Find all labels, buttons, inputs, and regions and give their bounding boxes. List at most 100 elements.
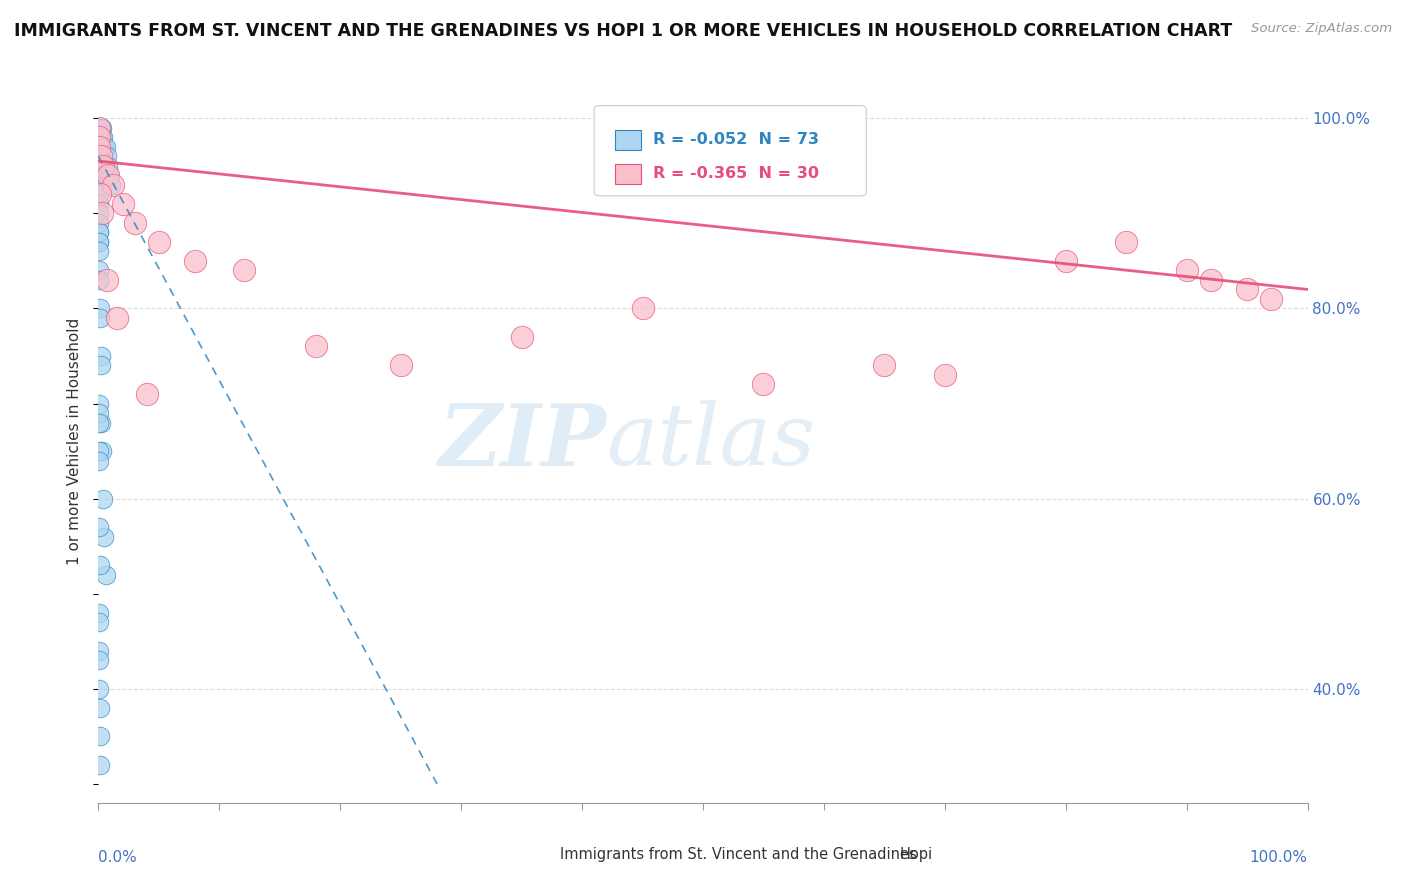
Point xyxy=(89,140,111,154)
Point xyxy=(89,310,111,325)
Point xyxy=(87,130,110,145)
Point xyxy=(97,159,120,173)
Text: ZIP: ZIP xyxy=(439,400,606,483)
Y-axis label: 1 or more Vehicles in Household: 1 or more Vehicles in Household xyxy=(67,318,83,566)
Point xyxy=(91,206,114,220)
Point xyxy=(87,140,110,154)
Point xyxy=(90,149,112,163)
Text: atlas: atlas xyxy=(606,401,815,483)
Point xyxy=(93,140,115,154)
Point xyxy=(89,159,111,173)
Point xyxy=(93,530,115,544)
Point xyxy=(87,643,110,657)
Point xyxy=(87,159,110,173)
Point xyxy=(89,558,111,573)
Point xyxy=(1175,263,1198,277)
Point xyxy=(89,149,111,163)
Point xyxy=(87,169,110,183)
Point xyxy=(873,359,896,373)
Point xyxy=(91,159,114,173)
Point xyxy=(124,216,146,230)
Point xyxy=(87,235,110,249)
Point xyxy=(111,197,134,211)
Point xyxy=(631,301,654,316)
Point xyxy=(87,169,110,183)
Point xyxy=(89,520,111,534)
Point xyxy=(87,453,110,467)
Point xyxy=(89,301,111,316)
Point xyxy=(91,444,114,458)
Point xyxy=(90,120,112,135)
Text: Source: ZipAtlas.com: Source: ZipAtlas.com xyxy=(1251,22,1392,36)
Point xyxy=(87,130,110,145)
Point xyxy=(89,130,111,145)
Point xyxy=(90,130,112,145)
Point xyxy=(87,396,110,410)
Point xyxy=(87,226,110,240)
Point xyxy=(232,263,254,277)
Point xyxy=(148,235,170,249)
Point xyxy=(135,387,157,401)
Point xyxy=(91,130,114,145)
Point xyxy=(87,130,110,145)
Point xyxy=(87,244,110,259)
Point xyxy=(97,169,120,183)
Point xyxy=(87,416,110,430)
Text: R = -0.052  N = 73: R = -0.052 N = 73 xyxy=(654,132,820,147)
Point xyxy=(98,169,121,183)
Point xyxy=(89,187,111,202)
Text: Immigrants from St. Vincent and the Grenadines: Immigrants from St. Vincent and the Gren… xyxy=(561,847,917,862)
Point xyxy=(89,757,111,772)
FancyBboxPatch shape xyxy=(614,130,641,150)
Point xyxy=(87,226,110,240)
Point xyxy=(87,653,110,667)
Point xyxy=(87,149,110,163)
Point xyxy=(1115,235,1137,249)
Point xyxy=(90,120,112,135)
Point xyxy=(105,310,128,325)
Point xyxy=(89,149,111,163)
Point xyxy=(91,130,114,145)
Point xyxy=(87,178,110,192)
Point xyxy=(305,339,328,353)
Point xyxy=(87,444,110,458)
Point xyxy=(1199,273,1222,287)
Point xyxy=(184,254,207,268)
Point xyxy=(752,377,775,392)
Point xyxy=(90,130,112,145)
FancyBboxPatch shape xyxy=(866,844,893,864)
Text: 0.0%: 0.0% xyxy=(98,850,138,864)
Point xyxy=(89,140,111,154)
Point xyxy=(94,567,117,582)
Point xyxy=(89,120,111,135)
Point xyxy=(1236,282,1258,296)
Point xyxy=(87,120,110,135)
Text: Hopi: Hopi xyxy=(900,847,934,862)
Point xyxy=(87,615,110,630)
Point xyxy=(87,216,110,230)
Point xyxy=(90,359,112,373)
Point xyxy=(89,729,111,743)
FancyBboxPatch shape xyxy=(527,844,554,864)
Point xyxy=(389,359,412,373)
Point xyxy=(94,140,117,154)
Point xyxy=(89,681,111,696)
Point xyxy=(101,178,124,192)
Point xyxy=(934,368,956,382)
Point xyxy=(87,406,110,420)
Point xyxy=(96,273,118,287)
Text: R = -0.365  N = 30: R = -0.365 N = 30 xyxy=(654,167,820,181)
Point xyxy=(90,349,112,363)
Point xyxy=(89,120,111,135)
Point xyxy=(100,178,122,192)
Point xyxy=(89,130,111,145)
Point xyxy=(87,140,110,154)
Point xyxy=(87,197,110,211)
Point xyxy=(96,149,118,163)
Point xyxy=(87,159,110,173)
Point xyxy=(87,149,110,163)
Text: IMMIGRANTS FROM ST. VINCENT AND THE GRENADINES VS HOPI 1 OR MORE VEHICLES IN HOU: IMMIGRANTS FROM ST. VINCENT AND THE GREN… xyxy=(14,22,1232,40)
Point xyxy=(91,491,114,506)
Point xyxy=(87,140,110,154)
FancyBboxPatch shape xyxy=(614,164,641,184)
